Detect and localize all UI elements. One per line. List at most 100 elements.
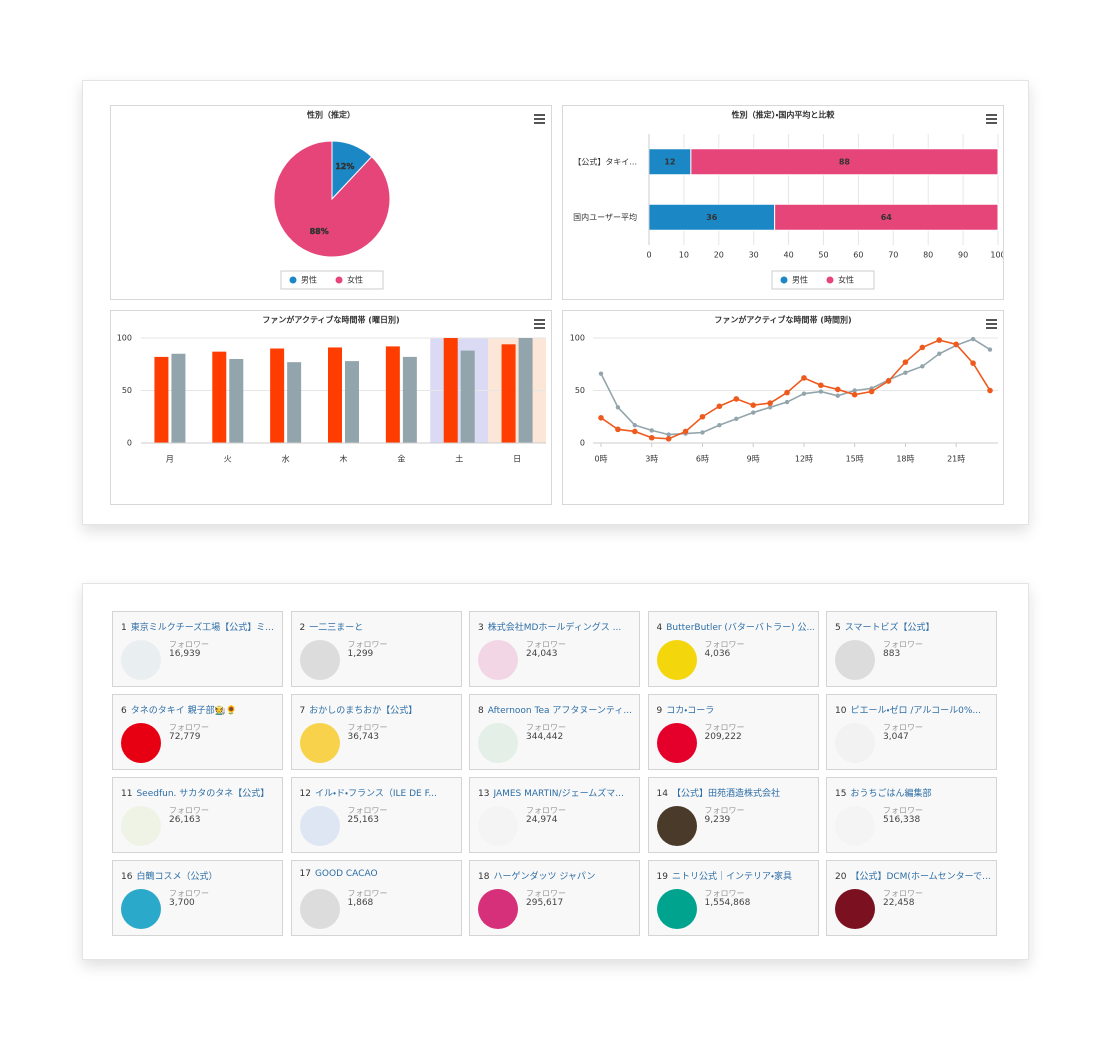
account-card[interactable]: 6 タネのタキイ 親子部🧑‍🌾🌻 フォロワー 72,779 xyxy=(112,694,283,770)
account-title[interactable]: 10 ピエール・ゼロ /アルコール0%... xyxy=(835,703,992,716)
account-title[interactable]: 12 イル・ド・フランス（ILE DE F... xyxy=(300,786,457,799)
account-name[interactable]: Afternoon Tea アフタヌーンティ... xyxy=(487,706,632,716)
account-name[interactable]: ニトリ公式｜インテリア・家具 xyxy=(671,872,793,882)
account-card[interactable]: 7 おかしのまちおか【公式】 フォロワー 36,743 xyxy=(290,694,462,770)
account-name[interactable]: 東京ミルクチーズ工場【公式】ミ... xyxy=(130,623,274,633)
avatar xyxy=(121,806,161,846)
account-title[interactable]: 18 ハーゲンダッツ ジャパン xyxy=(478,869,635,882)
account-name[interactable]: スマートビズ【公式】 xyxy=(844,623,935,633)
account-card[interactable]: 4 ButterButler (バターバトラー) 公... フォロワー 4,036 xyxy=(647,611,819,687)
account-card[interactable]: 3 株式会社MDホールディングス ... フォロワー 24,043 xyxy=(469,611,640,687)
account-name[interactable]: 一二三まーと xyxy=(309,623,364,633)
account-name[interactable]: ピエール・ゼロ /アルコール0%... xyxy=(850,706,981,716)
account-title[interactable]: 2 一二三まーと xyxy=(300,620,457,633)
account-card[interactable]: 17 GOOD CACAO フォロワー 1,868 xyxy=(290,860,462,936)
account-title[interactable]: 4 ButterButler (バターバトラー) 公... xyxy=(657,620,814,633)
account-card[interactable]: 18 ハーゲンダッツ ジャパン フォロワー 295,617 xyxy=(469,860,640,936)
account-card[interactable]: 14 【公式】田苑酒造株式会社 フォロワー 9,239 xyxy=(647,777,819,853)
account-card[interactable]: 2 一二三まーと フォロワー 1,299 xyxy=(290,611,462,687)
x-tick-label: 30 xyxy=(749,251,759,260)
avatar xyxy=(835,640,875,680)
account-card[interactable]: 1 東京ミルクチーズ工場【公式】ミ... フォロワー 16,939 xyxy=(112,611,283,687)
account-name[interactable]: イル・ド・フランス（ILE DE F... xyxy=(314,789,437,799)
follower-count: 516,338 xyxy=(883,815,921,825)
x-tick-label: 15時 xyxy=(846,455,864,464)
account-title[interactable]: 16 白鶴コスメ（公式） xyxy=(121,869,278,882)
account-name[interactable]: コカ・コーラ xyxy=(666,706,715,716)
account-card[interactable]: 9 コカ・コーラ フォロワー 209,222 xyxy=(647,694,819,770)
account-name[interactable]: 【公式】田苑酒造株式会社 xyxy=(671,789,780,799)
account-card[interactable]: 20 【公式】DCM(ホームセンターで... フォロワー 22,458 xyxy=(826,860,997,936)
data-label: 12% xyxy=(335,162,354,171)
ranking-card: 1 東京ミルクチーズ工場【公式】ミ... フォロワー 16,939 2 一二三まーと フォロ… xyxy=(82,583,1029,960)
account-card[interactable]: 10 ピエール・ゼロ /アルコール0%... フォロワー 3,047 xyxy=(826,694,997,770)
account-name[interactable]: タネのタキイ 親子部🧑‍🌾🌻 xyxy=(130,706,238,716)
point xyxy=(716,403,723,410)
chart-panel: 性別（推定）・国内平均と比較 0 10 20 30 40 50 60 70 80 90 100 【公式】… xyxy=(562,105,1004,300)
menu-button[interactable] xyxy=(986,319,997,331)
account-title[interactable]: 13 JAMES MARTIN/ジェームズマ... xyxy=(478,786,635,799)
account-name[interactable]: 株式会社MDホールディングス ... xyxy=(487,623,622,633)
x-tick-label: 60 xyxy=(853,251,863,260)
chart-title: ファンがアクティブな時間帯 (曜日別) xyxy=(262,315,399,325)
y-tick-label: 0 xyxy=(580,439,585,448)
x-tick-label: 12時 xyxy=(795,455,813,464)
account-name[interactable]: Seedfun. サカタのタネ【公式】 xyxy=(136,789,270,799)
follower-count: 344,442 xyxy=(526,732,564,742)
rank: 3 xyxy=(478,623,484,633)
follower-count: 9,239 xyxy=(704,815,731,825)
account-name[interactable]: おかしのまちおか【公式】 xyxy=(309,706,418,716)
account-title[interactable]: 8 Afternoon Tea アフタヌーンティ... xyxy=(478,703,635,716)
account-title[interactable]: 9 コカ・コーラ xyxy=(657,703,814,716)
chart-panel: ファンがアクティブな時間帯 (曜日別) 0 50 100 月 火 水 木 金 土 日 xyxy=(110,310,552,505)
menu-button[interactable] xyxy=(986,114,997,126)
account-title[interactable]: 19 ニトリ公式｜インテリア・家具 xyxy=(657,869,814,882)
chart-panel: ファンがアクティブな時間帯 (時間別) 0 50 100 0時 3時 6時 9時 12時 15時 1… xyxy=(562,310,1004,505)
account-name[interactable]: 【公式】DCM(ホームセンターで... xyxy=(850,872,991,882)
legend-marker xyxy=(780,276,788,284)
x-tick-label: 0 xyxy=(646,251,651,260)
account-name[interactable]: GOOD CACAO xyxy=(314,869,378,879)
x-tick-label: 土 xyxy=(455,454,463,464)
rank: 7 xyxy=(299,706,306,716)
avatar xyxy=(478,723,518,763)
account-card[interactable]: 19 ニトリ公式｜インテリア・家具 フォロワー 1,554,868 xyxy=(647,860,819,936)
account-title[interactable]: 1 東京ミルクチーズ工場【公式】ミ... xyxy=(121,620,278,633)
account-name[interactable]: ButterButler (バターバトラー) 公... xyxy=(666,623,814,633)
account-card[interactable]: 5 スマートビズ【公式】 フォロワー 883 xyxy=(826,611,997,687)
data-label: 88 xyxy=(839,157,851,166)
account-title[interactable]: 20 【公式】DCM(ホームセンターで... xyxy=(835,869,992,882)
account-title[interactable]: 17 GOOD CACAO xyxy=(300,869,457,879)
x-tick-label: 40 xyxy=(784,251,794,260)
account-title[interactable]: 14 【公式】田苑酒造株式会社 xyxy=(657,786,814,799)
follower-label: フォロワー xyxy=(526,806,566,815)
account-card[interactable]: 12 イル・ド・フランス（ILE DE F... フォロワー 25,163 xyxy=(290,777,462,853)
follower-label: フォロワー xyxy=(526,640,566,649)
account-name[interactable]: JAMES MARTIN/ジェームズマ... xyxy=(493,789,624,799)
account-title[interactable]: 11 Seedfun. サカタのタネ【公式】 xyxy=(121,786,278,799)
line-series xyxy=(600,338,991,436)
rank: 2 xyxy=(299,623,306,633)
menu-button[interactable] xyxy=(534,319,545,331)
account-title[interactable]: 7 おかしのまちおか【公式】 xyxy=(300,703,457,716)
account-name[interactable]: おうちごはん編集部 xyxy=(850,789,932,799)
account-title[interactable]: 5 スマートビズ【公式】 xyxy=(835,620,992,633)
follower-label: フォロワー xyxy=(169,806,209,815)
account-name[interactable]: ハーゲンダッツ ジャパン xyxy=(493,872,596,882)
menu-button[interactable] xyxy=(534,114,545,126)
avatar xyxy=(835,806,875,846)
account-name[interactable]: 白鶴コスメ（公式） xyxy=(136,872,218,882)
account-title[interactable]: 3 株式会社MDホールディングス ... xyxy=(478,620,635,633)
account-title[interactable]: 6 タネのタキイ 親子部🧑‍🌾🌻 xyxy=(121,703,278,716)
account-title[interactable]: 15 おうちごはん編集部 xyxy=(835,786,992,799)
y-tick-label: 0 xyxy=(127,439,132,448)
account-card[interactable]: 13 JAMES MARTIN/ジェームズマ... フォロワー 24,974 xyxy=(469,777,640,853)
account-card[interactable]: 15 おうちごはん編集部 フォロワー 516,338 xyxy=(826,777,997,853)
rank: 8 xyxy=(478,706,484,716)
follower-label: フォロワー xyxy=(347,806,388,815)
point xyxy=(834,386,841,393)
rank: 19 xyxy=(656,872,668,882)
account-card[interactable]: 11 Seedfun. サカタのタネ【公式】 フォロワー 26,163 xyxy=(112,777,283,853)
account-card[interactable]: 8 Afternoon Tea アフタヌーンティ... フォロワー 344,442 xyxy=(469,694,640,770)
account-card[interactable]: 16 白鶴コスメ（公式） フォロワー 3,700 xyxy=(112,860,283,936)
